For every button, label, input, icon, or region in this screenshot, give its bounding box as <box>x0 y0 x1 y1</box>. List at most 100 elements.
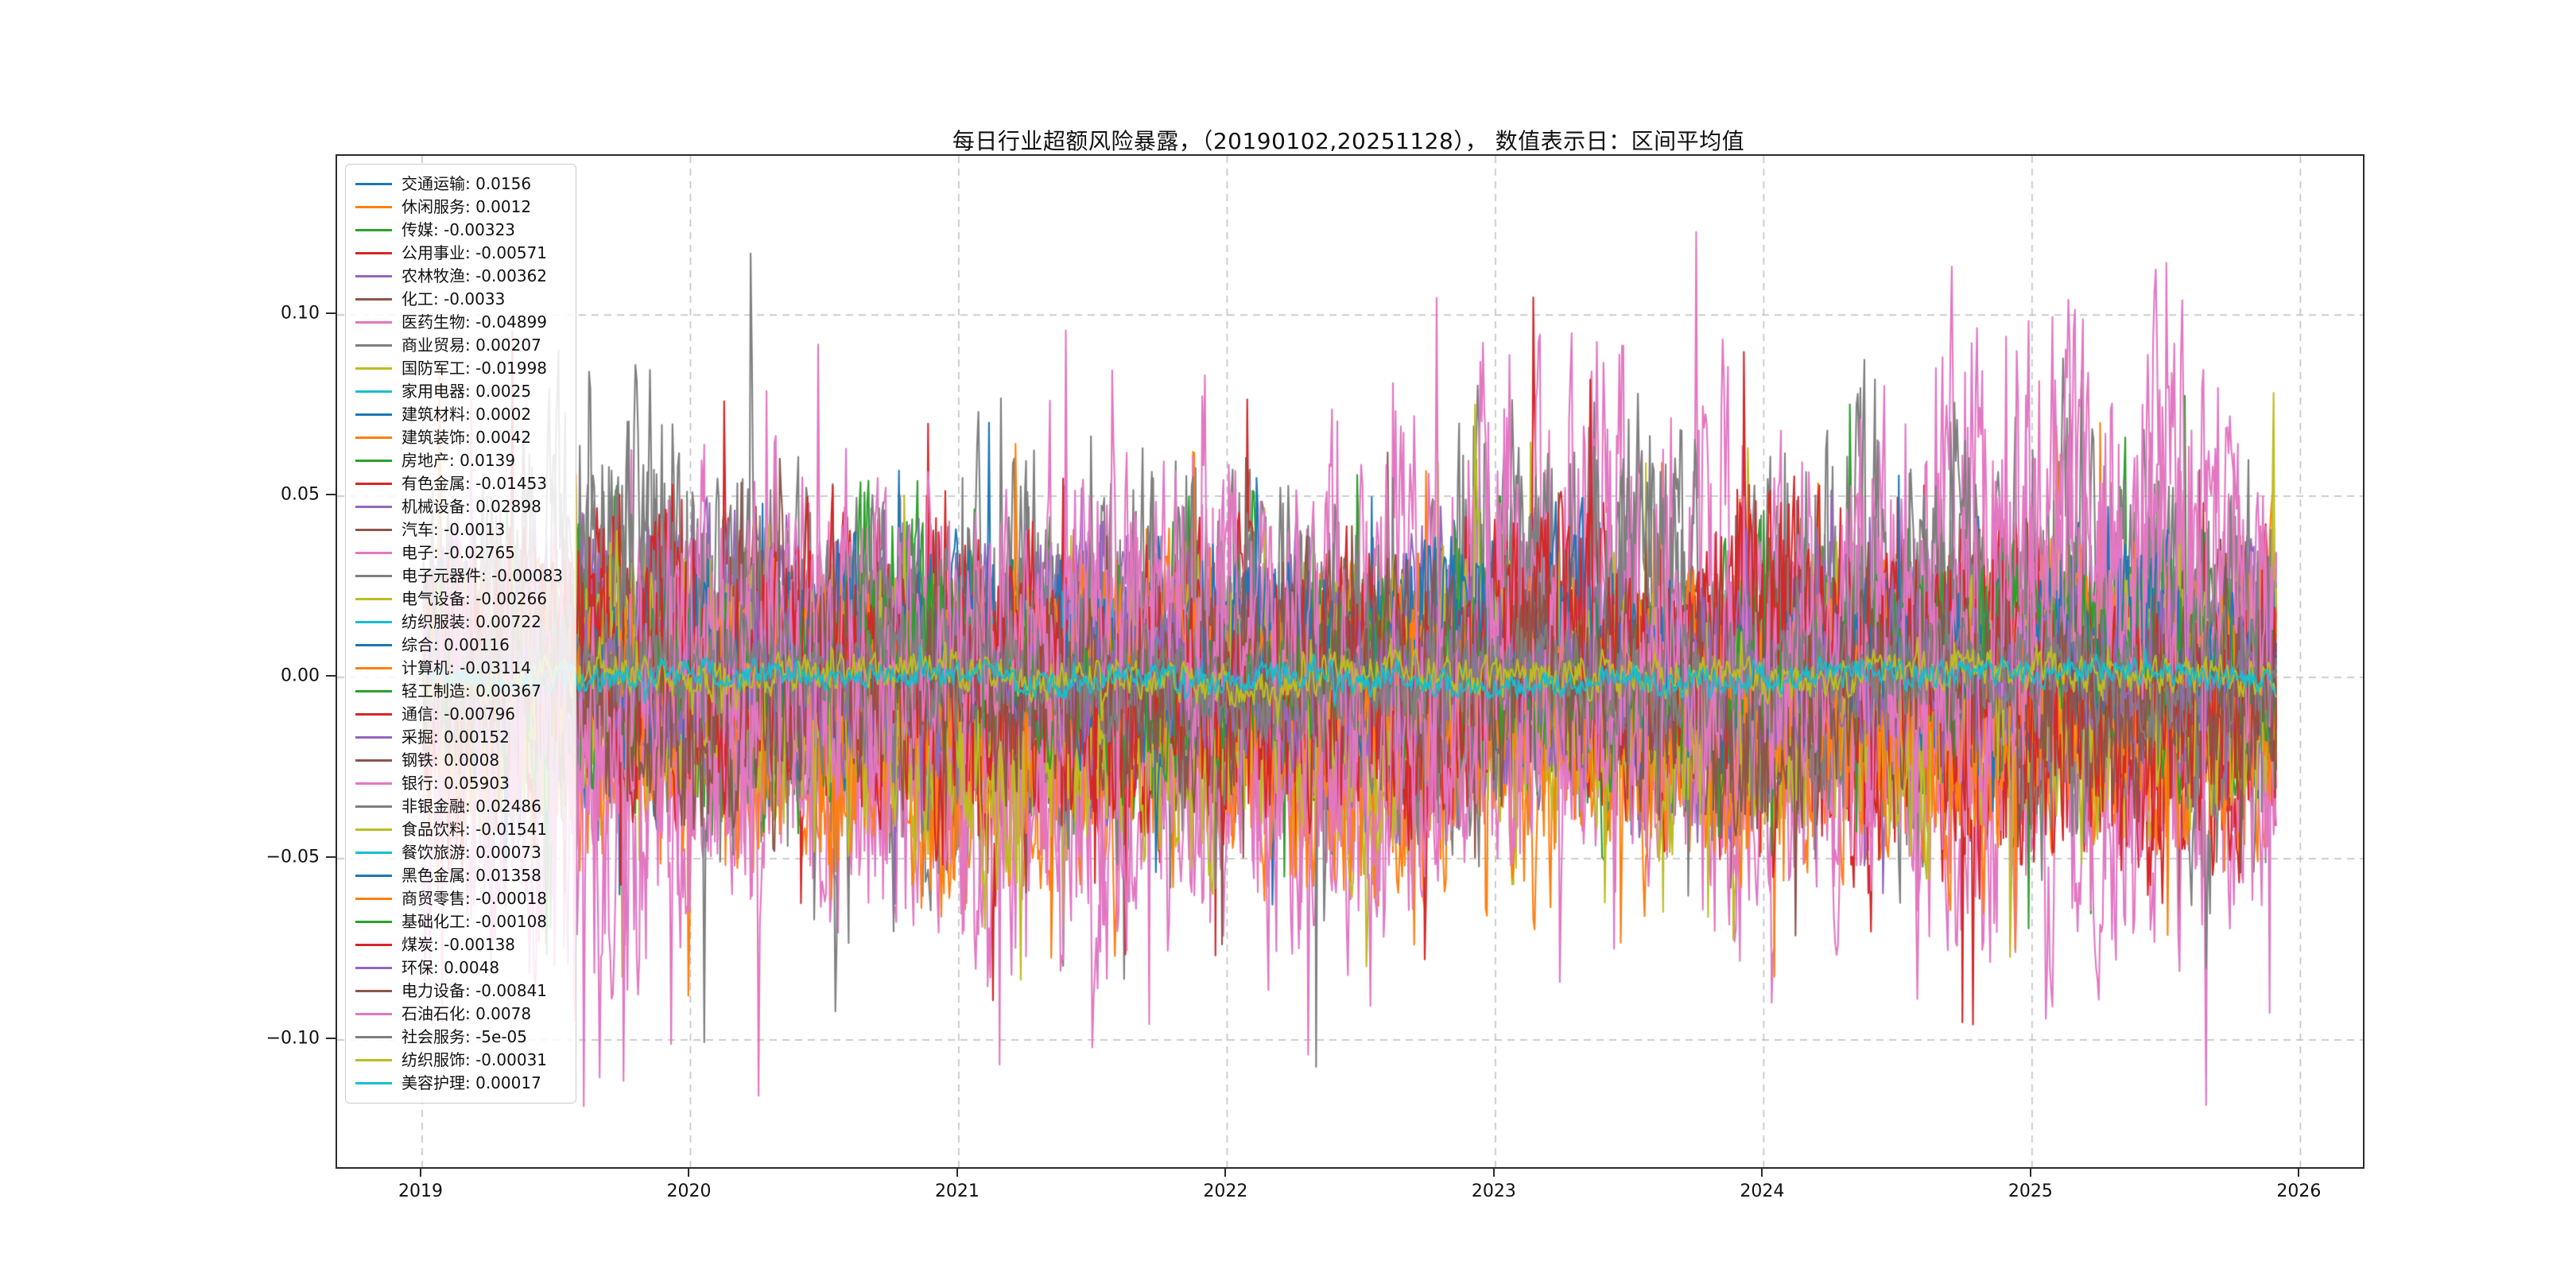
legend-swatch <box>355 690 392 692</box>
legend-item: 房地产: 0.0139 <box>355 449 563 472</box>
legend-label: 电力设备: -0.00841 <box>402 981 548 1000</box>
legend-item: 通信: -0.00796 <box>355 703 563 726</box>
legend-label: 环保: 0.0048 <box>402 958 500 977</box>
legend-swatch <box>355 436 392 439</box>
legend-item: 国防军工: -0.01998 <box>355 357 563 380</box>
legend-swatch <box>355 413 392 416</box>
legend-swatch <box>355 552 392 554</box>
legend-swatch <box>355 898 392 900</box>
legend-item: 商贸零售: -0.00018 <box>355 887 563 910</box>
legend-swatch <box>355 575 392 577</box>
legend: 交通运输: 0.0156 休闲服务: 0.0012 传媒: -0.00323 公用事业… <box>345 164 577 1104</box>
x-tick-mark <box>1761 1167 1763 1177</box>
legend-label: 采掘: 0.00152 <box>402 727 510 747</box>
legend-label: 煤炭: -0.00138 <box>402 935 516 954</box>
legend-swatch <box>355 852 392 854</box>
legend-label: 银行: 0.05903 <box>402 774 510 793</box>
legend-item: 传媒: -0.00323 <box>355 219 563 242</box>
legend-swatch <box>355 990 392 992</box>
legend-swatch <box>355 713 392 716</box>
legend-label: 美容护理: 0.00017 <box>402 1073 541 1092</box>
legend-item: 纺织服饰: -0.00031 <box>355 1049 563 1072</box>
x-tick-label: 2020 <box>666 1181 712 1201</box>
x-tick-label: 2024 <box>1740 1181 1785 1201</box>
legend-swatch <box>355 967 392 969</box>
legend-label: 房地产: 0.0139 <box>402 451 516 470</box>
legend-label: 综合: 0.00116 <box>402 635 510 654</box>
x-tick-mark <box>688 1167 690 1177</box>
x-tick-mark <box>1224 1167 1227 1177</box>
legend-swatch <box>355 944 392 946</box>
legend-swatch <box>355 805 392 808</box>
legend-swatch <box>355 1082 392 1084</box>
y-tick-label: 0.05 <box>281 484 320 505</box>
legend-swatch <box>355 390 392 393</box>
legend-label: 机械设备: 0.02898 <box>402 497 541 516</box>
legend-item: 电气设备: -0.00266 <box>355 588 563 611</box>
legend-swatch <box>355 367 392 370</box>
legend-label: 通信: -0.00796 <box>402 704 516 724</box>
legend-item: 家用电器: 0.0025 <box>355 380 563 403</box>
legend-label: 农林牧渔: -0.00362 <box>402 266 548 285</box>
legend-item: 黑色金属: 0.01358 <box>355 864 563 887</box>
legend-label: 交通运输: 0.0156 <box>402 174 532 193</box>
x-tick-label: 2021 <box>934 1181 980 1201</box>
legend-item: 机械设备: 0.02898 <box>355 495 563 518</box>
legend-swatch <box>355 506 392 508</box>
legend-item: 休闲服务: 0.0012 <box>355 196 563 219</box>
legend-item: 电子元器件: -0.00083 <box>355 564 563 588</box>
legend-item: 电力设备: -0.00841 <box>355 980 563 1003</box>
legend-item: 交通运输: 0.0156 <box>355 173 563 196</box>
legend-label: 基础化工: -0.00108 <box>402 912 548 931</box>
legend-swatch <box>355 529 392 531</box>
legend-item: 社会服务: -5e-05 <box>355 1026 563 1049</box>
chart-canvas <box>337 156 2363 1167</box>
legend-item: 商业贸易: 0.00207 <box>355 334 563 357</box>
plot-area: 交通运输: 0.0156 休闲服务: 0.0012 传媒: -0.00323 公用事业… <box>336 154 2365 1169</box>
legend-item: 钢铁: 0.0008 <box>355 749 563 772</box>
legend-swatch <box>355 183 392 185</box>
x-tick-label: 2025 <box>2008 1181 2053 1201</box>
legend-label: 非银金融: 0.02486 <box>402 797 541 816</box>
x-tick-label: 2022 <box>1203 1181 1248 1201</box>
y-tick-mark <box>326 856 336 859</box>
y-tick-mark <box>326 1037 336 1039</box>
legend-item: 银行: 0.05903 <box>355 772 563 795</box>
legend-label: 有色金属: -0.01453 <box>402 474 548 493</box>
legend-item: 有色金属: -0.01453 <box>355 472 563 495</box>
legend-swatch <box>355 736 392 739</box>
legend-item: 石油石化: 0.0078 <box>355 1003 563 1026</box>
legend-item: 纺织服装: 0.00722 <box>355 611 563 634</box>
y-tick-label: −0.05 <box>266 847 320 867</box>
y-tick-label: −0.10 <box>266 1028 320 1049</box>
legend-item: 公用事业: -0.00571 <box>355 242 563 265</box>
legend-swatch <box>355 644 392 646</box>
legend-label: 建筑材料: 0.0002 <box>402 405 532 424</box>
legend-item: 煤炭: -0.00138 <box>355 933 563 956</box>
legend-item: 农林牧渔: -0.00362 <box>355 265 563 288</box>
y-tick-mark <box>326 675 336 677</box>
legend-label: 轻工制造: 0.00367 <box>402 681 541 700</box>
x-tick-label: 2023 <box>1471 1181 1516 1201</box>
legend-swatch <box>355 1036 392 1038</box>
legend-item: 建筑材料: 0.0002 <box>355 403 563 426</box>
legend-swatch <box>355 875 392 877</box>
legend-label: 餐饮旅游: 0.00073 <box>402 843 541 862</box>
legend-label: 公用事业: -0.00571 <box>402 243 548 262</box>
legend-label: 电子: -0.02765 <box>402 543 516 562</box>
y-tick-mark <box>326 494 336 496</box>
legend-swatch <box>355 828 392 831</box>
legend-label: 钢铁: 0.0008 <box>402 751 500 770</box>
x-tick-mark <box>419 1167 421 1177</box>
legend-label: 纺织服装: 0.00722 <box>402 612 541 631</box>
legend-swatch <box>355 321 392 324</box>
legend-label: 电子元器件: -0.00083 <box>402 566 564 585</box>
legend-swatch <box>355 344 392 347</box>
x-tick-mark <box>2029 1167 2031 1177</box>
legend-swatch <box>355 206 392 208</box>
legend-swatch <box>355 759 392 762</box>
legend-label: 电气设备: -0.00266 <box>402 589 548 608</box>
legend-label: 汽车: -0.0013 <box>402 520 506 539</box>
legend-item: 化工: -0.0033 <box>355 288 563 311</box>
